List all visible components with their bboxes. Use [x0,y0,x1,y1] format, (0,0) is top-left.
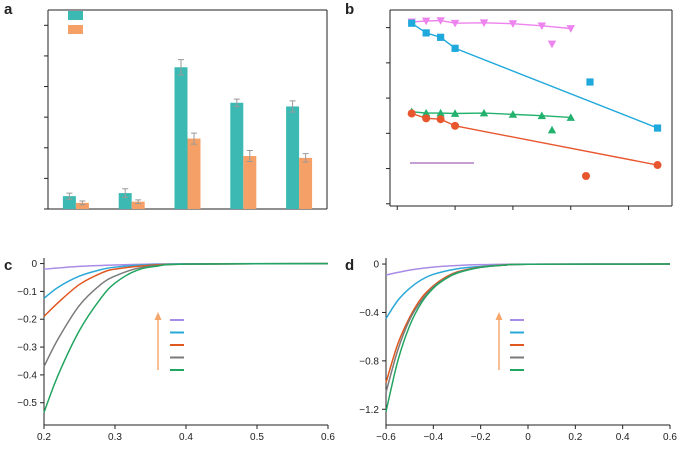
x-tick-label: 0.2 [568,432,582,443]
panel-label-d: d [345,257,354,274]
data-point [508,110,518,118]
legend-marker [586,78,594,86]
y-tick-label: −0.4 [359,308,379,319]
series-line [411,112,658,166]
panel-d-her-chart: 0 −0.4 −0.8 −1.2 −0.6 −0.4 −0.2 0 0.2 0.4 0.6 [359,258,677,443]
series-line [411,111,571,119]
panel-b-line-chart [386,9,673,210]
bar [174,67,188,210]
data-point [450,19,460,28]
x-tick-label: −0.2 [471,432,491,443]
error-bar [302,153,309,163]
error-bar [191,132,197,145]
x-tick-label: −0.4 [423,432,443,443]
bar [299,157,313,209]
error-bar [246,150,253,163]
x-tick-label: −0.6 [376,432,396,443]
data-point [422,114,431,123]
x-tick-label: 0.5 [250,432,264,443]
data-point [508,20,518,28]
data-point [537,111,547,120]
x-tick-label: 0.2 [37,432,51,443]
error-bar [289,100,296,113]
data-point [566,113,575,121]
x-tick-label: 0.6 [321,432,335,443]
data-point [450,109,460,117]
y-tick-label: 0 [373,260,379,271]
data-point [479,19,489,27]
legend-marker [547,40,557,49]
data-point [653,124,662,132]
data-point [421,108,431,117]
legend-swatch [68,25,83,34]
data-point [436,115,445,124]
panel-label-c: c [4,257,12,274]
data-point [436,17,445,25]
series-curve [385,263,671,393]
error-bar [135,199,142,204]
x-tick-label: 0.4 [616,432,630,443]
y-tick-label: 0 [31,259,37,270]
series-curve [43,262,329,413]
y-tick-label: −0.2 [17,315,37,326]
y-tick-label: −0.8 [359,356,379,367]
bar [118,193,132,209]
error-bar [178,59,184,76]
y-tick-label: −1.2 [359,405,379,416]
data-point [408,19,416,27]
data-point [407,109,416,118]
data-point [422,29,430,37]
x-tick-label: 0.3 [108,432,122,443]
data-point [451,44,459,52]
series-curve [385,263,671,276]
legend-marker [547,125,557,134]
series-curve [385,263,671,412]
panel-c-orr-chart: 0 −0.1 −0.2 −0.3 −0.4 −0.5 0.2 0.3 0.4 0.5 0.6 [17,258,335,443]
bar [286,106,300,209]
data-point [537,22,547,31]
series-line [411,22,658,129]
panel-label-b: b [345,1,354,18]
legend-swatch [68,11,83,20]
data-point [437,33,445,41]
bar [75,202,89,209]
x-tick-label: 0.4 [179,432,193,443]
data-point [451,121,460,130]
trend-arrowhead [154,312,162,320]
y-tick-label: −0.4 [17,370,37,381]
trend-arrowhead [495,312,503,320]
bar [187,138,201,209]
data-point [566,25,575,33]
legend-marker [582,172,590,180]
panel-a-bar-chart [44,9,328,210]
bar [62,196,76,209]
data-point [653,161,662,170]
series-line [411,19,571,30]
data-point [436,108,445,117]
y-tick-label: −0.3 [17,343,37,354]
bar [131,201,145,209]
bar [230,102,244,209]
error-bar [122,188,129,198]
data-point [421,17,431,26]
error-bar [66,192,73,200]
error-bar [79,200,86,206]
series-curve [43,262,329,367]
y-tick-label: −0.5 [17,398,37,409]
panel-label-a: a [4,1,13,18]
data-point [479,108,489,117]
series-curve [43,262,329,317]
x-tick-label: 0.6 [663,432,677,443]
bar [243,156,257,209]
error-bar [233,98,240,107]
y-tick-label: −0.1 [17,287,37,298]
x-tick-label: 0 [525,432,531,443]
series-curve [385,263,671,383]
